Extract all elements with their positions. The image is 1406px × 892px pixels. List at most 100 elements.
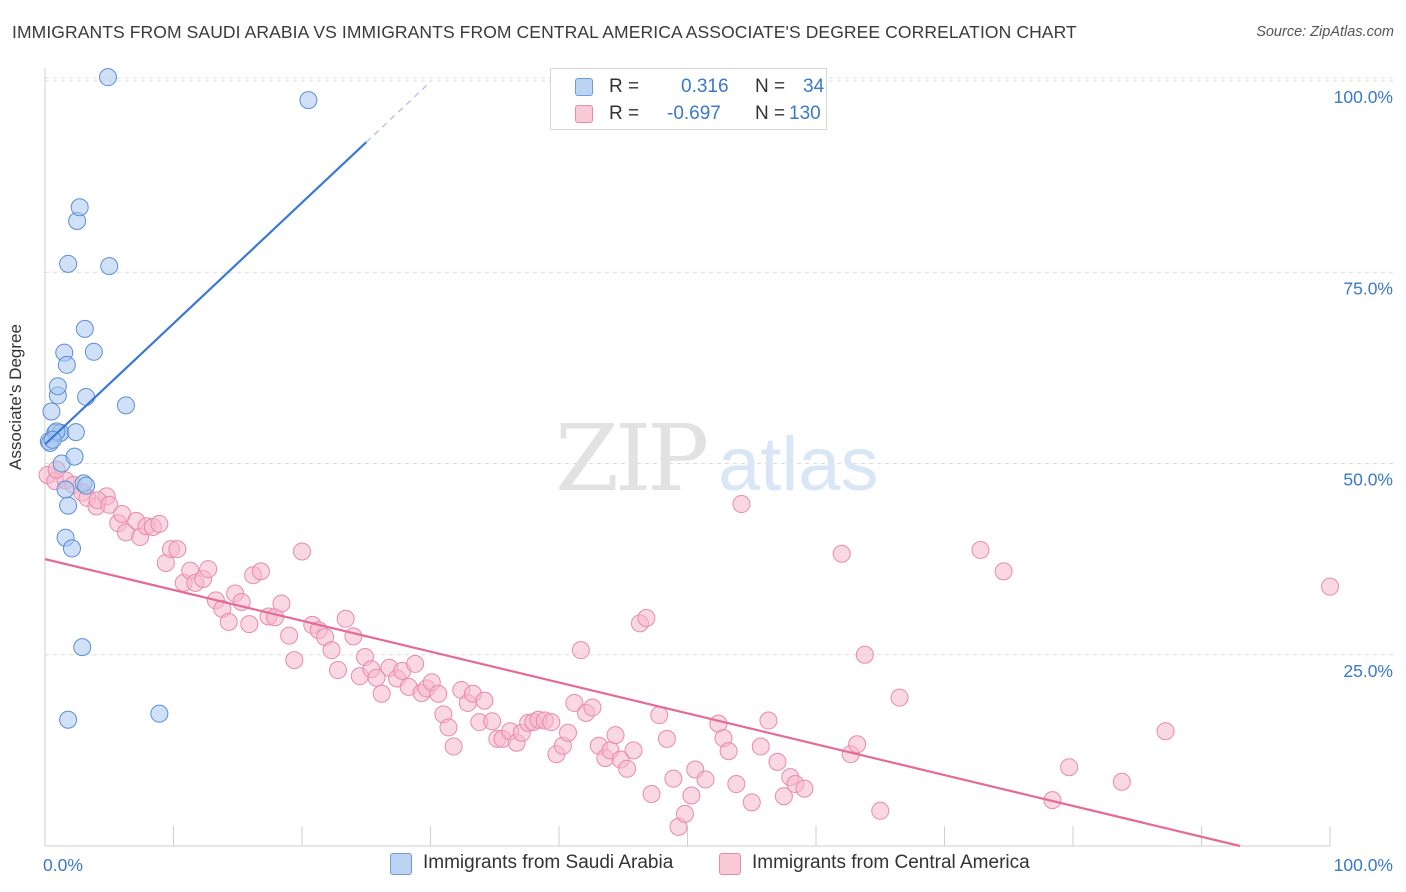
legend-r-value-b: -0.697 — [667, 103, 721, 124]
data-point-saudi-arabia — [77, 476, 96, 495]
data-point-central-america — [328, 661, 347, 680]
data-point-central-america — [344, 627, 363, 646]
data-point-saudi-arabia — [299, 91, 318, 110]
trendline-saudi-arabia-extension — [365, 81, 431, 143]
legend-swatch-pink — [575, 105, 593, 123]
trendline-saudi-arabia — [44, 141, 368, 446]
data-point-central-america — [571, 641, 590, 660]
gridlines — [45, 77, 1393, 656]
data-point-saudi-arabia — [84, 342, 103, 361]
data-point-central-america — [219, 612, 238, 631]
data-point-central-america — [751, 737, 770, 756]
legend-n-label: N = — [755, 76, 786, 97]
data-point-central-america — [696, 770, 715, 789]
data-point-central-america — [727, 775, 746, 794]
data-point-central-america — [240, 615, 259, 634]
data-point-central-america — [637, 609, 656, 628]
bottom-legend-swatch-pink — [719, 853, 741, 875]
correlation-legend: R = 0.316 N = 34 R = -0.697 N = 130 — [550, 68, 827, 130]
data-point-saudi-arabia — [150, 704, 169, 723]
data-point-saudi-arabia — [62, 539, 81, 558]
y-axis-label: Associate's Degree — [6, 324, 25, 470]
data-point-central-america — [406, 654, 425, 673]
bottom-legend-label-saudi-arabia: Immigrants from Saudi Arabia — [423, 852, 674, 873]
watermark-zip: ZIP — [555, 405, 706, 512]
data-point-saudi-arabia — [116, 396, 135, 415]
data-point-saudi-arabia — [59, 710, 78, 729]
data-point-saudi-arabia — [98, 68, 117, 87]
data-point-central-america — [759, 711, 778, 730]
y-tick-label: 75.0% — [1343, 278, 1393, 298]
data-point-saudi-arabia — [48, 377, 67, 396]
data-point-central-america — [624, 741, 643, 760]
data-point-central-america — [768, 752, 787, 771]
data-point-central-america — [994, 562, 1013, 581]
watermark: ZIP atlas — [555, 405, 879, 512]
y-tick-label: 100.0% — [1334, 87, 1393, 107]
data-point-central-america — [682, 786, 701, 805]
data-point-central-america — [650, 706, 669, 725]
central-america-points — [38, 460, 1339, 836]
data-point-central-america — [1156, 722, 1175, 741]
legend-n-label: N = — [755, 103, 786, 124]
data-point-saudi-arabia — [57, 355, 76, 374]
data-point-central-america — [475, 691, 494, 710]
tick-labels: 100.0% 75.0% 50.0% 25.0% 0.0% 100.0% — [43, 87, 1393, 875]
data-point-central-america — [583, 698, 602, 717]
y-tick-label: 25.0% — [1343, 661, 1393, 681]
legend-r-label: R = — [609, 103, 640, 124]
data-point-central-america — [439, 718, 458, 737]
data-point-central-america — [285, 651, 304, 670]
chart-title: IMMIGRANTS FROM SAUDI ARABIA VS IMMIGRAN… — [12, 22, 1077, 42]
data-point-central-america — [336, 609, 355, 628]
data-point-central-america — [618, 759, 637, 778]
data-point-central-america — [657, 729, 676, 748]
data-point-central-america — [1060, 758, 1079, 777]
data-point-saudi-arabia — [59, 496, 78, 515]
data-point-central-america — [444, 737, 463, 756]
data-point-central-america — [832, 544, 851, 563]
axes — [44, 68, 1331, 847]
data-point-central-america — [848, 735, 867, 754]
data-point-central-america — [367, 668, 386, 687]
data-point-central-america — [871, 801, 890, 820]
data-point-central-america — [795, 779, 814, 798]
trendlines — [44, 81, 1241, 848]
data-point-central-america — [293, 542, 311, 561]
bottom-legend-swatch-blue — [390, 853, 412, 875]
x-tick-label: 100.0% — [1334, 855, 1393, 875]
watermark-atlas: atlas — [718, 422, 879, 507]
data-point-central-america — [606, 726, 625, 745]
legend-n-value-a: 34 — [803, 76, 825, 97]
data-point-central-america — [565, 693, 584, 712]
saudi-arabia-points — [39, 68, 318, 729]
data-point-saudi-arabia — [42, 402, 61, 421]
data-point-central-america — [372, 684, 391, 703]
data-point-central-america — [558, 723, 577, 742]
data-point-central-america — [890, 688, 909, 707]
data-point-saudi-arabia — [100, 257, 119, 276]
data-point-central-america — [168, 540, 187, 559]
data-point-central-america — [971, 540, 990, 559]
data-point-saudi-arabia — [43, 430, 62, 449]
data-point-central-america — [542, 713, 561, 732]
data-point-central-america — [100, 495, 119, 514]
data-point-central-america — [1321, 577, 1339, 596]
legend-r-value-a: 0.316 — [681, 76, 729, 97]
data-point-central-america — [251, 562, 270, 581]
data-point-saudi-arabia — [66, 423, 85, 442]
data-point-central-america — [675, 804, 694, 823]
data-point-central-america — [272, 594, 291, 613]
data-point-central-america — [719, 742, 738, 761]
data-point-central-america — [1112, 772, 1131, 791]
data-point-saudi-arabia — [73, 638, 92, 657]
x-tick-label: 0.0% — [43, 855, 83, 875]
data-point-central-america — [150, 514, 169, 533]
data-point-central-america — [664, 769, 683, 788]
data-point-saudi-arabia — [70, 198, 89, 217]
legend-r-label: R = — [609, 76, 640, 97]
legend-swatch-blue — [575, 78, 593, 96]
data-point-central-america — [199, 560, 218, 579]
bottom-legend-label-central-america: Immigrants from Central America — [752, 852, 1030, 873]
